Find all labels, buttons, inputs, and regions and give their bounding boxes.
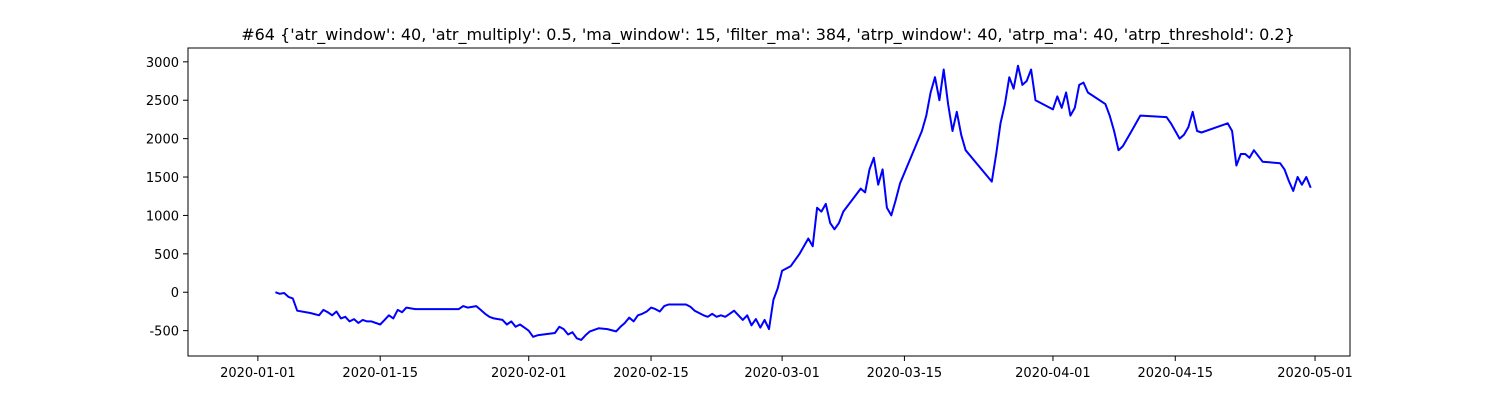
- y-tick-label: 1000: [146, 209, 179, 224]
- x-tick-label: 2020-03-15: [867, 366, 943, 381]
- x-tick-label: 2020-01-01: [220, 366, 296, 381]
- y-tick-label: -500: [149, 325, 179, 340]
- x-tick-label: 2020-02-15: [613, 366, 689, 381]
- x-axis: 2020-01-01 2020-01-15 2020-02-01 2020-02-15…: [220, 356, 1353, 381]
- y-tick-label: 2500: [146, 94, 179, 109]
- x-tick-label: 2020-05-01: [1277, 366, 1353, 381]
- chart-title: #64 {'atr_window': 40, 'atr_multiply': 0…: [241, 25, 1295, 45]
- y-axis: -500 0 500 1000 1500 2000 2500 3000: [146, 56, 188, 340]
- x-tick-label: 2020-04-15: [1137, 366, 1213, 381]
- x-tick-label: 2020-04-01: [1015, 366, 1091, 381]
- x-tick-label: 2020-02-01: [491, 366, 567, 381]
- x-tick-label: 2020-03-01: [744, 366, 820, 381]
- y-tick-label: 2000: [146, 133, 179, 148]
- plot-frame: [187, 47, 1351, 357]
- y-tick-label: 0: [171, 286, 179, 301]
- series-line: [275, 64, 1312, 341]
- y-tick-label: 1500: [146, 171, 179, 186]
- y-tick-label: 3000: [146, 56, 179, 71]
- y-tick-label: 500: [154, 248, 179, 263]
- x-tick-label: 2020-01-15: [342, 366, 418, 381]
